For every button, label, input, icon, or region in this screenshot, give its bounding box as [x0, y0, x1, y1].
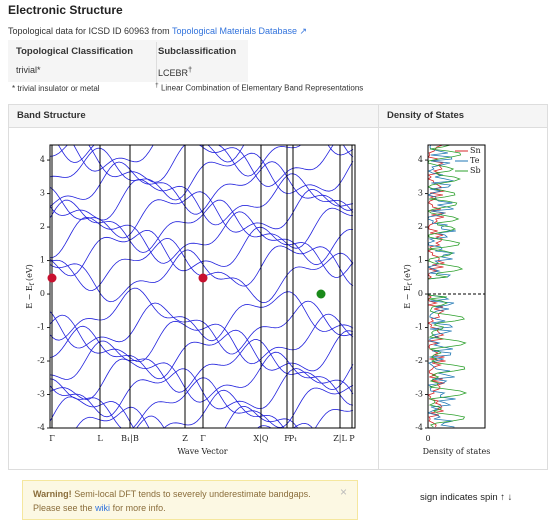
y-tick-label: -2	[415, 356, 423, 365]
y-tick-label: 1	[40, 256, 45, 265]
dos-line	[428, 145, 456, 428]
band-line	[50, 186, 354, 239]
y-tick-label: -1	[37, 323, 45, 332]
y-tick-label: -3	[415, 390, 423, 399]
y-tick-label: -4	[415, 423, 423, 432]
warning-box: Warning! Semi-local DFT tends to severel…	[22, 480, 358, 520]
close-button[interactable]: ×	[339, 485, 347, 499]
legend-label: Sn	[470, 146, 481, 155]
y-tick-label: -2	[37, 356, 45, 365]
y-label-part: E − E	[25, 285, 34, 309]
divider	[378, 105, 379, 469]
note: † Linear Combination of Elementary Band …	[155, 82, 363, 93]
legend-label: Te	[470, 156, 480, 165]
x-tick-label: F	[284, 434, 290, 443]
y-tick-label: 0	[418, 289, 423, 298]
cbm-marker	[198, 273, 208, 283]
y-tick-label: 4	[40, 155, 45, 164]
warning-strong: Warning!	[33, 489, 72, 499]
external-icon: ↗	[299, 26, 308, 36]
spin-note: sign indicates spin ↑ ↓	[420, 492, 513, 503]
x-tick-label: P₁	[289, 434, 298, 443]
y-tick-label: 4	[418, 155, 423, 164]
band-line	[50, 145, 334, 187]
band-line	[50, 173, 354, 226]
wiki-link[interactable]: wiki	[95, 503, 111, 513]
legend-label: Sb	[470, 166, 481, 175]
panel-title: Band Structure	[17, 110, 86, 121]
band-line	[50, 287, 354, 342]
table-header: Subclassification	[158, 46, 237, 57]
x-tick-label: 0	[425, 434, 430, 443]
y-label-part: (eV)	[403, 264, 412, 281]
y-tick-label: 3	[40, 189, 45, 198]
table-cell: trivial*	[16, 65, 41, 75]
bands	[50, 145, 354, 428]
y-tick-label: -3	[37, 390, 45, 399]
panel-header	[9, 105, 547, 128]
plot-panel: Band Structure Density of States	[8, 104, 548, 470]
table-cell-wrap: LCEBR†	[158, 65, 192, 78]
y-tick-label: 3	[418, 189, 423, 198]
x-tick-label: B₁|B	[121, 434, 139, 443]
plot-frame	[427, 144, 486, 429]
y-tick-label: 2	[418, 222, 423, 231]
page-title: Electronic Structure	[8, 3, 123, 17]
note: * trivial insulator or metal	[12, 84, 100, 93]
dagger: †	[188, 65, 193, 74]
note-text: Linear Combination of Elementary Band Re…	[160, 83, 364, 93]
x-tick-label: Γ	[49, 434, 55, 443]
band-line	[73, 145, 354, 177]
y-axis-label: E − Ef(eV)	[403, 264, 414, 308]
band-line	[50, 237, 354, 292]
x-tick-label: X|Q	[254, 434, 269, 443]
plot-frame	[49, 144, 356, 429]
band-line	[50, 211, 353, 266]
band-line	[136, 415, 313, 428]
x-tick-label: Z|L	[333, 434, 347, 443]
cbm-marker	[47, 273, 57, 283]
x-axis-label: Wave Vector	[177, 447, 227, 456]
x-tick-label: P	[349, 434, 355, 443]
band-line	[50, 300, 354, 355]
y-tick-label: 0	[40, 289, 45, 298]
x-axis-label: Density of states	[423, 447, 491, 456]
table-header: Topological Classification	[16, 46, 134, 57]
y-label-sub: f	[407, 282, 414, 285]
intro: Topological data for ICSD ID 60963 from …	[8, 26, 307, 37]
band-line	[50, 377, 354, 428]
divider	[156, 42, 157, 82]
x-tick-label: Z	[182, 434, 188, 443]
x-tick-label: Γ	[200, 434, 206, 443]
vbm-marker	[316, 289, 326, 299]
warning-text: Semi-local DFT tends to severely underes…	[74, 489, 311, 499]
x-tick-label: L	[97, 434, 103, 443]
y-tick-label: -4	[37, 423, 45, 432]
y-tick-label: 2	[40, 222, 45, 231]
intro-text: Topological data for ICSD ID 60963 from	[8, 26, 170, 36]
warning-text: for more info.	[112, 503, 166, 513]
panel-title: Density of States	[387, 110, 465, 121]
band-line	[50, 351, 354, 406]
y-tick-label: -1	[415, 323, 423, 332]
warning-text: Please see the	[33, 503, 93, 513]
table-cell: LCEBR	[158, 68, 189, 78]
topology-table: Topological Classification Subclassifica…	[8, 40, 248, 82]
dos	[428, 145, 468, 428]
tmd-link[interactable]: Topological Materials Database	[171, 26, 298, 36]
dos-line	[428, 145, 468, 428]
y-label-sub: f	[29, 282, 36, 285]
y-label-part: (eV)	[25, 264, 34, 281]
band-line	[50, 339, 354, 393]
y-label-part: E − E	[403, 285, 412, 309]
y-tick-label: 1	[418, 256, 423, 265]
y-axis-label: E − Ef(eV)	[25, 264, 36, 308]
dagger: †	[155, 82, 159, 89]
